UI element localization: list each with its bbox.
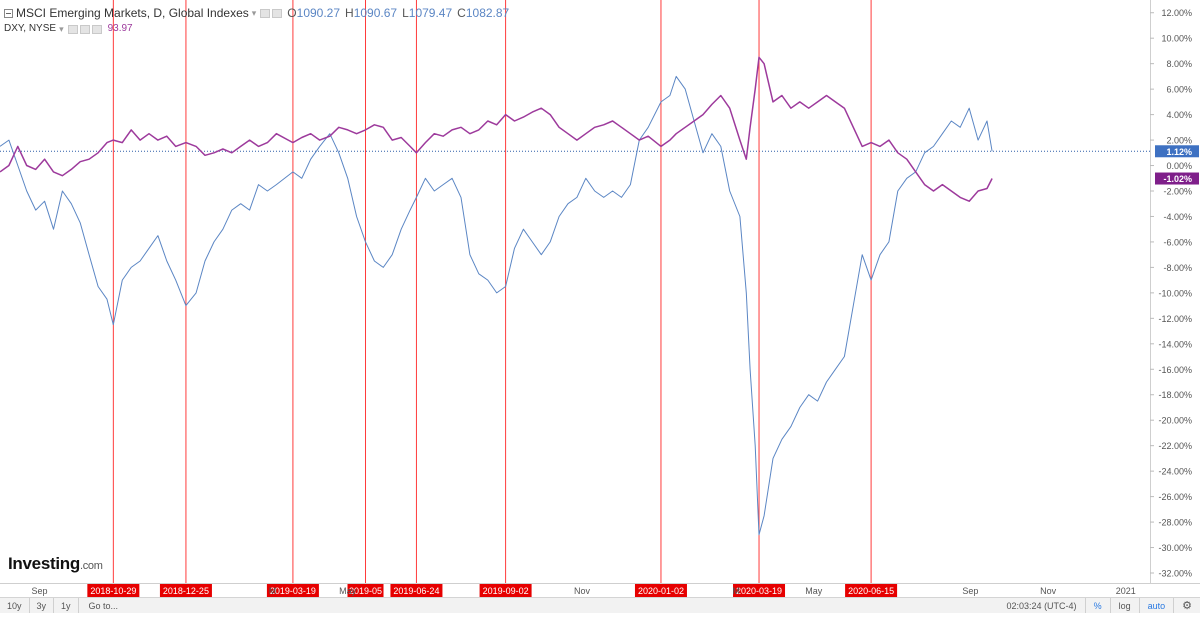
range-button-3y[interactable]: 3y [30,598,55,613]
marker-date-label: 2019-05 [349,586,382,596]
y-tick-label: -20.00% [1158,416,1192,426]
y-tick-label: -10.00% [1158,288,1192,298]
x-tick-label: Nov [1040,586,1057,596]
last-value-badge [1155,172,1199,185]
marker-date-label-bg [266,584,319,597]
marker-date-label-bg [159,584,212,597]
series-lines [0,56,993,536]
auto-toggle[interactable]: auto [1140,598,1175,613]
settings-mini-icon[interactable] [260,8,271,18]
marker-date-label: 2020-01-02 [638,586,684,596]
brand-logo: Investing.com [8,554,103,574]
x-tick-label: Sep [31,586,47,596]
clock-display: 02:03:24 (UTC-4) [999,598,1086,613]
marker-date-label-bg [845,584,898,597]
ohlc-close-value: 1082.87 [465,6,510,20]
y-tick-label: -32.00% [1158,569,1192,579]
remove-mini-icon[interactable] [91,24,102,34]
y-tick-label: 10.00% [1161,34,1192,44]
marker-date-label: 2020-03-19 [736,586,782,596]
y-tick-label: -2.00% [1163,187,1192,197]
ohlc-high-key: H [345,6,354,20]
marker-date-label: 2019-09-02 [483,586,529,596]
marker-date-label-bg [87,584,140,597]
y-tick-label: 8.00% [1166,59,1192,69]
y-tick-label: 6.00% [1166,85,1192,95]
y-tick-label: -8.00% [1163,263,1192,273]
marker-date-label-bg [347,584,384,597]
marker-date-label-bg [634,584,687,597]
hide-mini-icon[interactable] [79,24,90,34]
chart-legend: MSCI Emerging Markets, D, Global Indexes… [4,4,511,36]
y-tick-label: -4.00% [1163,212,1192,222]
ohlc-high-value: 1090.67 [353,6,398,20]
y-axis: 12.00% 10.00% 8.00% 6.00% 4.00% 2.00% 0.00% -2.… [1150,8,1199,579]
x-tick-label: 2021 [1116,586,1136,596]
main-series-title[interactable]: MSCI Emerging Markets, D, Global Indexes [16,6,249,20]
x-tick-label: May [805,586,823,596]
bottom-toolbar: 10y 3y 1y Go to... 02:03:24 (UTC-4) % lo… [0,597,1200,613]
plot-area [0,0,1200,584]
percent-toggle[interactable]: % [1086,598,1111,613]
hide-mini-icon[interactable] [272,8,283,18]
legend-main-row: MSCI Emerging Markets, D, Global Indexes… [4,4,511,22]
legend-secondary-row: DXY, NYSE ▾ 93.97 [4,22,511,36]
y-tick-label: -16.00% [1158,365,1192,375]
series-line-2 [0,56,993,202]
ohlc-low-value: 1079.47 [408,6,453,20]
gear-icon[interactable]: ⚙ [1182,600,1192,612]
marker-date-label: 2018-10-29 [90,586,136,596]
x-tick-label: May [339,586,357,596]
series-line-1 [0,75,993,536]
secondary-series-value: 93.97 [107,23,133,34]
y-tick-label: -18.00% [1158,390,1192,400]
x-tick-label: Nov [574,586,591,596]
y-tick-label: -28.00% [1158,518,1192,528]
marker-date-label-bg [479,584,532,597]
y-tick-label: -14.00% [1158,339,1192,349]
y-tick-label: 2.00% [1166,136,1192,146]
marker-date-label: 2019-06-24 [393,586,439,596]
y-tick-label: -24.00% [1158,467,1192,477]
ohlc-open-value: 1090.27 [296,6,341,20]
marker-date-label: 2020-06-15 [848,586,894,596]
caret-down-icon[interactable]: ▾ [251,8,257,18]
last-value-label: -1.02% [1163,174,1192,184]
y-tick-label: -22.00% [1158,441,1192,451]
y-tick-label: 12.00% [1161,8,1192,18]
caret-down-icon[interactable]: ▾ [59,24,64,34]
brand-name: Investing [8,554,80,573]
range-button-10y[interactable]: 10y [0,598,30,613]
y-tick-label: -30.00% [1158,543,1192,553]
y-tick-label: -12.00% [1158,314,1192,324]
goto-button[interactable]: Go to... [88,600,119,611]
y-tick-label: 0.00% [1166,161,1192,171]
brand-suffix: .com [79,560,103,572]
range-button-1y[interactable]: 1y [54,598,79,613]
last-value-label: 1.12% [1166,147,1192,157]
marker-date-label: 2018-12-25 [163,586,209,596]
ohlc-close-key: C [457,6,466,20]
x-tick-label: Sep [962,586,978,596]
x-tick-label: M [269,586,277,596]
last-value-badge [1155,145,1199,158]
secondary-series-title[interactable]: DXY, NYSE [4,23,57,34]
marker-date-label-bg [390,584,443,597]
x-tick-label: M [732,586,740,596]
y-tick-label: -6.00% [1163,237,1192,247]
ohlc-open-key: O [287,6,297,20]
ohlc-low-key: L [402,6,409,20]
y-tick-label: -26.00% [1158,492,1192,502]
x-axis: 2018-10-29 2018-12-25 2019-03-19 2019-05 201… [31,584,1136,597]
marker-date-label-bg [733,584,786,597]
y-tick-label: 4.00% [1166,110,1192,120]
marker-date-label: 2019-03-19 [270,586,316,596]
settings-mini-icon[interactable] [67,24,78,34]
vertical-marker-lines [112,0,872,583]
log-toggle[interactable]: log [1111,598,1140,613]
collapse-icon[interactable] [4,8,13,18]
